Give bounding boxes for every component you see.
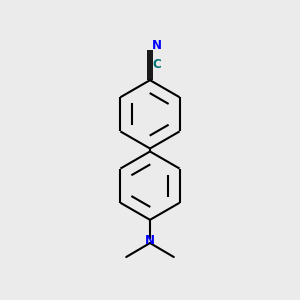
Text: C: C — [152, 58, 161, 71]
Text: N: N — [152, 40, 161, 52]
Text: N: N — [145, 234, 155, 247]
